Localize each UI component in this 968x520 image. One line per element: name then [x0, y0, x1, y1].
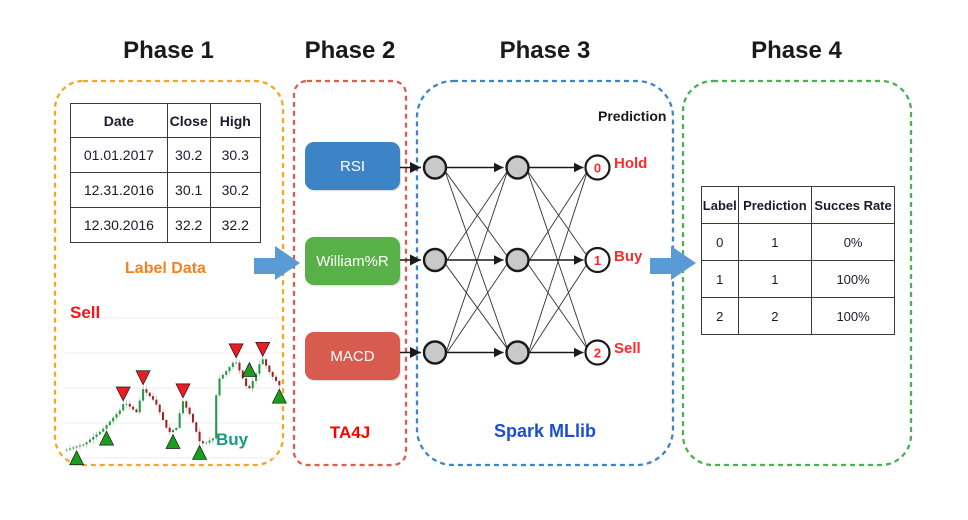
svg-text:0: 0: [594, 161, 601, 176]
svg-text:1: 1: [594, 253, 601, 268]
svg-text:2: 2: [594, 346, 601, 361]
